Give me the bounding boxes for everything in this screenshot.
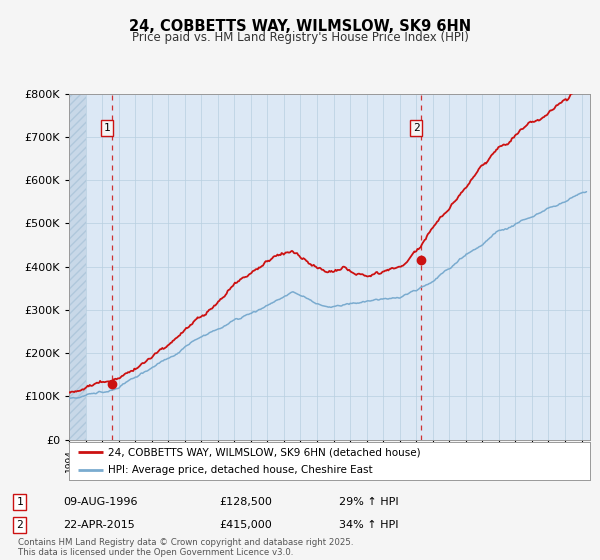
Text: 24, COBBETTS WAY, WILMSLOW, SK9 6HN: 24, COBBETTS WAY, WILMSLOW, SK9 6HN <box>129 19 471 34</box>
Text: 1: 1 <box>16 497 23 507</box>
Text: £415,000: £415,000 <box>219 520 272 530</box>
Text: 1: 1 <box>104 123 110 133</box>
Text: 24, COBBETTS WAY, WILMSLOW, SK9 6HN (detached house): 24, COBBETTS WAY, WILMSLOW, SK9 6HN (det… <box>108 447 421 457</box>
Text: 34% ↑ HPI: 34% ↑ HPI <box>339 520 398 530</box>
Text: Contains HM Land Registry data © Crown copyright and database right 2025.
This d: Contains HM Land Registry data © Crown c… <box>18 538 353 557</box>
Text: 2: 2 <box>413 123 419 133</box>
Text: 2: 2 <box>16 520 23 530</box>
Text: 09-AUG-1996: 09-AUG-1996 <box>63 497 137 507</box>
Text: 22-APR-2015: 22-APR-2015 <box>63 520 135 530</box>
Text: £128,500: £128,500 <box>219 497 272 507</box>
Text: HPI: Average price, detached house, Cheshire East: HPI: Average price, detached house, Ches… <box>108 465 373 475</box>
Bar <box>69 94 86 440</box>
Text: 29% ↑ HPI: 29% ↑ HPI <box>339 497 398 507</box>
Text: Price paid vs. HM Land Registry's House Price Index (HPI): Price paid vs. HM Land Registry's House … <box>131 31 469 44</box>
